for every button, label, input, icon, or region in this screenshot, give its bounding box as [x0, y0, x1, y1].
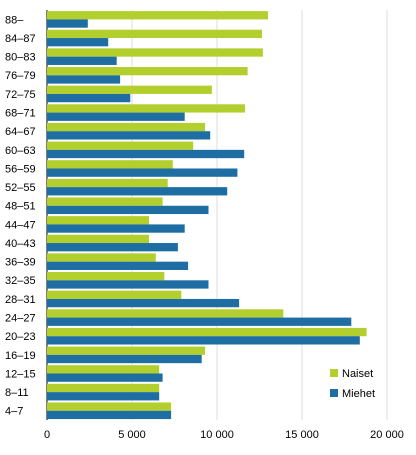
bar-naiset: [47, 216, 149, 225]
bar-miehet: [47, 224, 185, 233]
bar-miehet: [47, 243, 178, 252]
legend-label: Naiset: [342, 368, 373, 380]
category-label: 88–: [5, 14, 24, 26]
bar-naiset: [47, 160, 173, 169]
category-label: 64–67: [5, 126, 36, 138]
category-label: 40–43: [5, 238, 36, 250]
category-label: 24–27: [5, 313, 36, 325]
category-label: 48–51: [5, 201, 36, 213]
legend-label: Miehet: [342, 388, 375, 400]
category-labels: 88– 84–87 80–83 76–79 72–75 68–71 64–67 60–63 56…: [5, 14, 36, 417]
bar-miehet: [47, 317, 352, 326]
bar-miehet: [47, 56, 117, 65]
bar-naiset: [47, 29, 263, 39]
category-label: 80–83: [5, 52, 36, 64]
bar-naiset: [47, 234, 149, 244]
x-tick-labels: 0 5 000 10 000 15 000 20 000: [44, 429, 404, 441]
category-label: 68–71: [5, 108, 36, 120]
x-tick-label: 0: [44, 429, 50, 441]
bar-miehet: [47, 168, 238, 177]
bar-naiset: [47, 327, 367, 337]
bar-miehet: [47, 205, 209, 215]
legend: Naiset Miehet: [330, 368, 375, 400]
x-tick-label: 10 000: [200, 429, 234, 441]
x-tick-label: 15 000: [285, 429, 319, 441]
bar-miehet: [47, 336, 360, 345]
category-label: 8–11: [5, 387, 29, 399]
bar-miehet: [47, 131, 211, 140]
bar-naiset: [47, 197, 163, 206]
legend-swatch: [330, 369, 338, 377]
bar-naiset: [47, 11, 268, 20]
bar-miehet: [47, 38, 109, 47]
bar-miehet: [47, 298, 240, 308]
bar-miehet: [47, 392, 160, 401]
category-label: 72–75: [5, 89, 36, 101]
bar-miehet: [47, 354, 202, 364]
category-label: 16–19: [5, 350, 36, 362]
bar-naiset: [47, 365, 160, 374]
bar-miehet: [47, 149, 245, 159]
bar-miehet: [47, 373, 163, 382]
bar-miehet: [47, 112, 185, 121]
x-tick-label: 20 000: [370, 429, 404, 441]
x-tick-label: 5 000: [118, 429, 146, 441]
category-label: 20–23: [5, 331, 36, 343]
category-label: 4–7: [5, 406, 23, 418]
bar-naiset: [47, 309, 284, 318]
bar-miehet: [47, 261, 189, 270]
bar-naiset: [47, 253, 156, 262]
bar-miehet: [47, 187, 228, 196]
category-label: 52–55: [5, 182, 36, 194]
category-label: 28–31: [5, 294, 36, 306]
bar-miehet: [47, 75, 121, 84]
category-label: 84–87: [5, 33, 36, 45]
bar-naiset: [47, 290, 182, 299]
bar-naiset: [47, 402, 172, 411]
category-label: 36–39: [5, 257, 36, 269]
bar-naiset: [47, 383, 160, 393]
category-label: 56–59: [5, 163, 36, 175]
bar-naiset: [47, 122, 206, 132]
category-label: 12–15: [5, 368, 36, 380]
bar-naiset: [47, 67, 248, 76]
bar-miehet: [47, 410, 172, 420]
bar-naiset: [47, 85, 212, 94]
bar-naiset: [47, 346, 206, 355]
bar-naiset: [47, 178, 168, 188]
category-label: 76–79: [5, 70, 36, 82]
category-label: 60–63: [5, 145, 36, 157]
bars: [47, 11, 367, 420]
bar-miehet: [47, 19, 88, 28]
legend-swatch: [330, 389, 338, 397]
bar-naiset: [47, 48, 263, 57]
bar-miehet: [47, 280, 209, 289]
bar-naiset: [47, 141, 194, 150]
bar-naiset: [47, 272, 165, 281]
category-label: 44–47: [5, 219, 36, 231]
bar-naiset: [47, 104, 246, 113]
bar-miehet: [47, 93, 131, 103]
category-label: 32–35: [5, 275, 36, 287]
